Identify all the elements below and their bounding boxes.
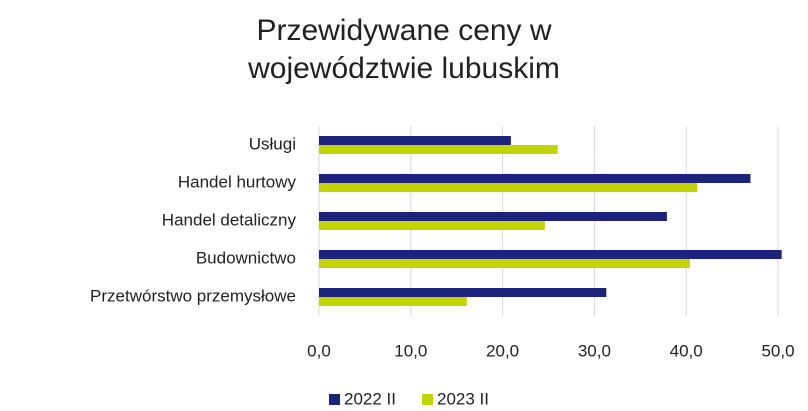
bar <box>319 174 751 183</box>
legend-label: 2023 II <box>437 389 489 408</box>
x-tick-label: 0,0 <box>307 341 331 360</box>
x-tick-label: 30,0 <box>578 341 611 360</box>
bar <box>319 145 558 154</box>
y-tick-label: Przetwórstwo przemysłowe <box>90 286 296 305</box>
legend-swatch <box>422 394 433 405</box>
y-tick-label: Budownictwo <box>196 248 296 267</box>
y-tick-label: Handel hurtowy <box>178 172 297 191</box>
bar <box>319 259 690 268</box>
bar <box>319 183 698 192</box>
legend-swatch <box>329 394 340 405</box>
bar <box>319 250 782 259</box>
y-tick-label: Usługi <box>249 134 296 153</box>
x-tick-label: 20,0 <box>486 341 519 360</box>
bar <box>319 136 511 145</box>
legend-label: 2022 II <box>344 389 396 408</box>
x-tick-label: 50,0 <box>761 341 794 360</box>
x-tick-label: 40,0 <box>670 341 703 360</box>
chart-title: Przewidywane ceny w województwie lubuski… <box>248 14 560 85</box>
bar <box>319 288 607 297</box>
bar <box>319 221 545 230</box>
y-tick-label: Handel detaliczny <box>162 210 297 229</box>
x-tick-label: 10,0 <box>394 341 427 360</box>
bar <box>319 212 667 221</box>
bar <box>319 297 467 306</box>
